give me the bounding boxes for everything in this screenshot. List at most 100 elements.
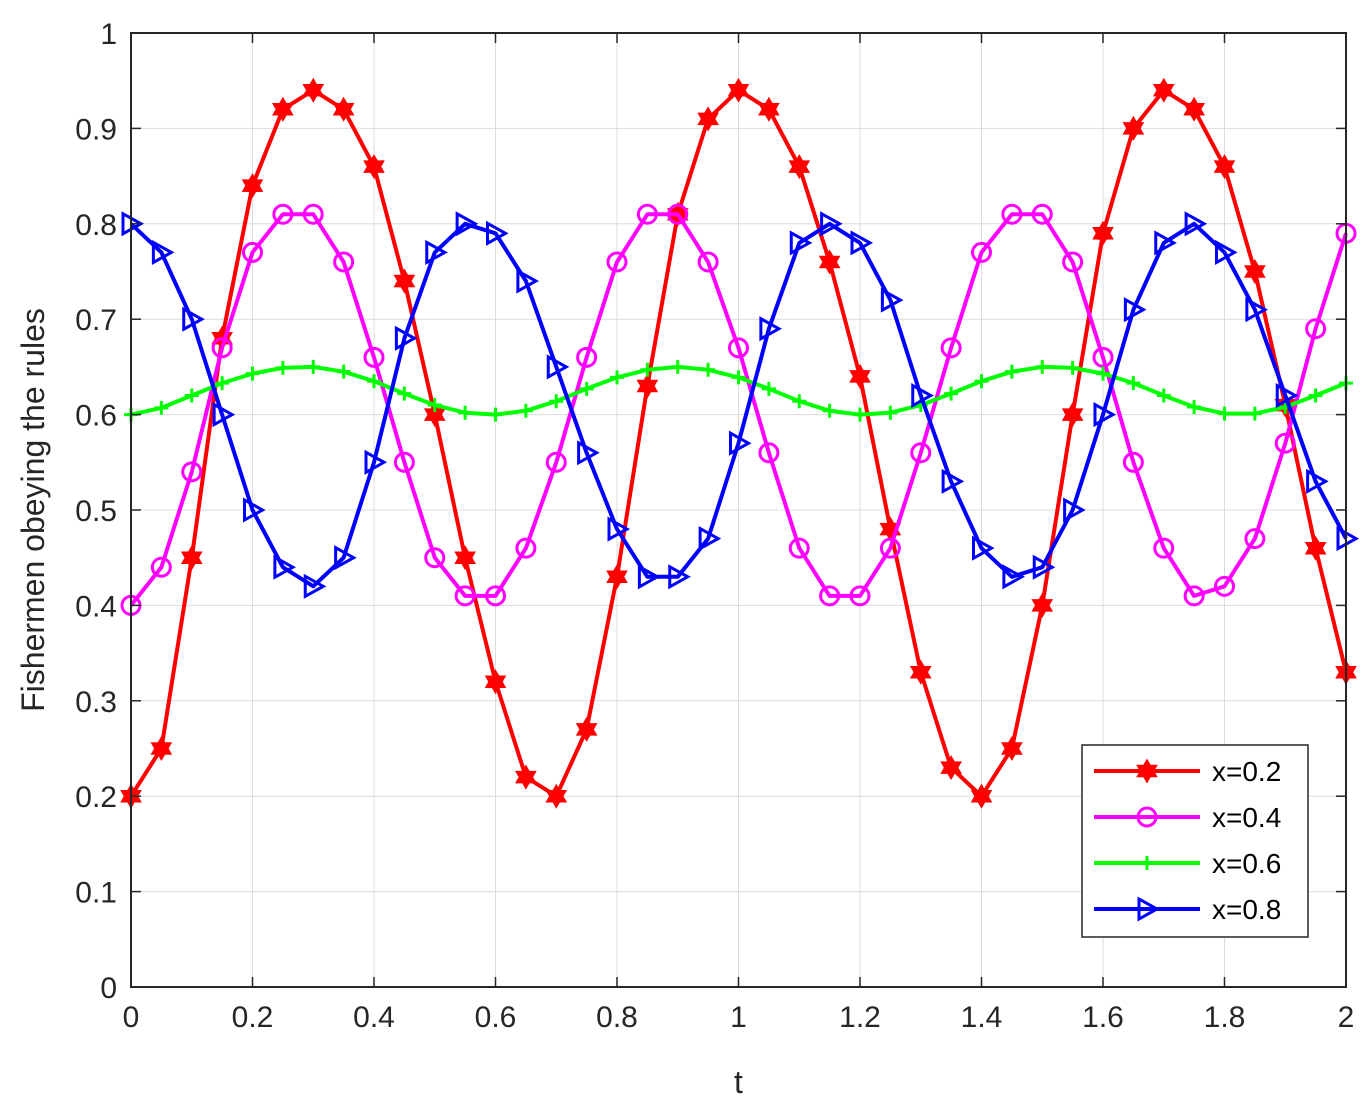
data-point [820, 211, 843, 237]
data-point [212, 402, 236, 428]
series-3 [124, 359, 1353, 422]
data-point [788, 537, 810, 559]
data-point [1004, 364, 1019, 379]
data-point [486, 220, 509, 246]
data-point [1063, 497, 1086, 523]
data-point [819, 585, 841, 607]
data-point [333, 251, 355, 273]
data-point [853, 407, 867, 422]
data-point [729, 430, 752, 456]
data-point [1065, 360, 1080, 375]
data-point [1304, 535, 1327, 561]
data-point [242, 241, 263, 263]
data-point [275, 360, 290, 375]
x-tick-label: 2 [1338, 1001, 1355, 1034]
x-tick-label: 1.4 [961, 1001, 1003, 1034]
data-point [454, 545, 477, 571]
data-point [1092, 346, 1114, 368]
data-point [1152, 77, 1175, 103]
data-point [243, 497, 266, 523]
data-point [910, 442, 932, 464]
data-point [393, 451, 415, 473]
data-point [789, 230, 813, 256]
legend-marker [1136, 758, 1158, 784]
data-point [425, 239, 448, 265]
data-point [636, 203, 658, 225]
data-point [485, 585, 506, 607]
data-point [302, 203, 324, 225]
data-point [1214, 575, 1235, 597]
data-point [610, 370, 624, 385]
x-tick-label: 0.6 [475, 1001, 517, 1034]
data-point [458, 405, 473, 420]
y-tick-label: 0.3 [75, 686, 117, 719]
data-point [1187, 399, 1202, 414]
data-point [1061, 402, 1084, 428]
data-point [211, 337, 233, 359]
series-line [129, 212, 1348, 607]
series-line [129, 221, 1348, 589]
y-tick-label: 0.6 [75, 400, 117, 433]
legend: x=0.2 x=0.4 x=0.6 x=0.8 [1081, 744, 1309, 938]
data-point [424, 547, 446, 569]
legend-item: x=0.2 [1094, 756, 1281, 787]
data-point [516, 268, 539, 294]
y-tick-label: 0.2 [75, 781, 117, 814]
data-point [849, 585, 871, 607]
data-point [1306, 468, 1329, 494]
data-point [1244, 528, 1266, 550]
x-tick-label: 0.4 [353, 1001, 395, 1034]
data-point [364, 449, 388, 475]
data-point [151, 239, 175, 265]
data-point [879, 537, 901, 559]
data-point [1215, 239, 1238, 265]
data-point [792, 394, 807, 409]
data-point [1093, 402, 1117, 428]
y-tick-label: 0.9 [75, 113, 117, 146]
legend-item: x=0.4 [1094, 802, 1281, 833]
data-point [1122, 115, 1145, 141]
data-point [640, 362, 655, 377]
y-tick-label: 0.7 [75, 304, 117, 337]
legend-box [1081, 744, 1309, 938]
legend-item: x=0.8 [1094, 894, 1281, 925]
data-point [182, 306, 205, 332]
data-point [1305, 318, 1327, 340]
data-point [1245, 297, 1268, 323]
data-point [245, 366, 260, 381]
legend-marker [1137, 896, 1161, 922]
data-point [518, 403, 533, 418]
data-point [363, 346, 385, 368]
data-point [181, 461, 203, 483]
y-tick-label: 0.8 [75, 209, 117, 242]
data-point [701, 362, 716, 377]
data-point [757, 96, 780, 122]
data-point [606, 251, 628, 273]
data-point [818, 249, 841, 275]
data-point [394, 325, 418, 351]
data-point [150, 556, 172, 578]
data-point [1032, 554, 1056, 580]
data-point [1154, 230, 1177, 256]
data-point [637, 564, 661, 590]
data-point [758, 442, 780, 464]
data-point [941, 468, 965, 494]
data-point [972, 535, 995, 561]
data-point [1308, 388, 1323, 403]
legend-marker [1140, 856, 1154, 870]
data-point [850, 230, 874, 256]
data-point [515, 537, 537, 559]
data-point [1213, 154, 1236, 180]
y-tick-label: 1 [100, 18, 117, 51]
data-point [549, 394, 564, 409]
data-point [911, 382, 934, 409]
data-point [940, 755, 963, 781]
series-layer [120, 77, 1360, 809]
x-tick-label: 0.2 [232, 1001, 274, 1034]
data-point [970, 783, 993, 809]
data-point [698, 526, 722, 552]
x-axis-label: t [734, 1064, 743, 1100]
data-point [667, 203, 689, 225]
data-point [1122, 451, 1144, 473]
data-point [454, 585, 476, 607]
